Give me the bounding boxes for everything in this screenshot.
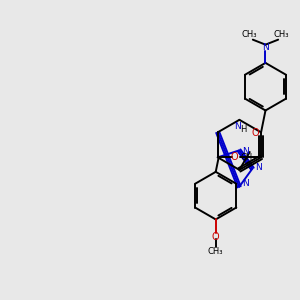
Text: CH₃: CH₃ [274,30,290,39]
Text: O: O [252,128,260,138]
Text: H: H [240,125,247,134]
Text: O: O [212,232,220,242]
Text: CH₃: CH₃ [208,247,224,256]
Text: N: N [242,147,249,156]
Text: CH₃: CH₃ [241,152,256,161]
Text: N: N [262,43,269,52]
Text: O: O [231,152,239,162]
Text: N: N [242,179,248,188]
Text: N: N [234,122,240,131]
Text: CH₃: CH₃ [242,30,257,39]
Text: N: N [256,163,262,172]
